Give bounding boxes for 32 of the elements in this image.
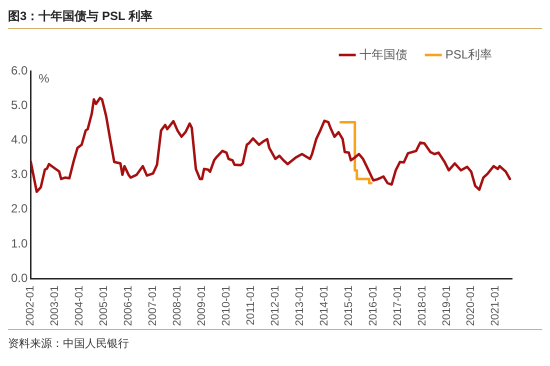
x-tick-label: 2019-01 — [440, 286, 453, 326]
x-tick-label: 2021-01 — [490, 286, 502, 326]
x-tick-label: 2002-01 — [24, 286, 37, 326]
x-tick-label: 2004-01 — [74, 286, 86, 326]
x-tick-label: 2005-01 — [98, 286, 110, 326]
y-tick-label: 4.0 — [10, 132, 28, 147]
x-tick-label: 2010-01 — [220, 286, 233, 326]
x-tick-label: 2018-01 — [416, 286, 428, 326]
x-tick-label: 2009-01 — [196, 286, 208, 326]
x-tick-label: 2007-01 — [147, 286, 160, 326]
x-tick-label: 2014-01 — [318, 286, 330, 326]
legend-label: 十年国债 — [359, 47, 408, 62]
y-tick-label: 6.0 — [10, 63, 28, 78]
y-tick-label: 2.0 — [10, 202, 28, 216]
y-tick-label: 3.0 — [10, 167, 28, 182]
x-tick-label: 2016-01 — [367, 286, 380, 326]
x-tick-label: 2012-01 — [269, 286, 282, 326]
x-tick-label: 2020-01 — [465, 286, 478, 326]
text: 资料来源：中国人民银行 — [8, 337, 130, 351]
x-tick-label: 2015-01 — [342, 286, 355, 326]
x-tick-label: 2013-01 — [294, 286, 306, 326]
x-tick-label: 2017-01 — [392, 286, 404, 326]
x-tick-label: 2011-01 — [244, 286, 257, 326]
y-tick-label: 5.0 — [10, 98, 28, 112]
chart-title: 图3：十年国债与 PSL 利率 — [8, 8, 542, 29]
x-tick-label: 2008-01 — [172, 286, 184, 326]
x-tick-label: 2003-01 — [49, 286, 62, 326]
x-tick-label: 2006-01 — [122, 286, 135, 326]
y-axis-title: % — [38, 71, 50, 86]
y-tick-label: 0.0 — [10, 270, 28, 285]
legend-label: PSL利率 — [445, 47, 492, 62]
y-tick-label: 1.0 — [10, 236, 28, 250]
